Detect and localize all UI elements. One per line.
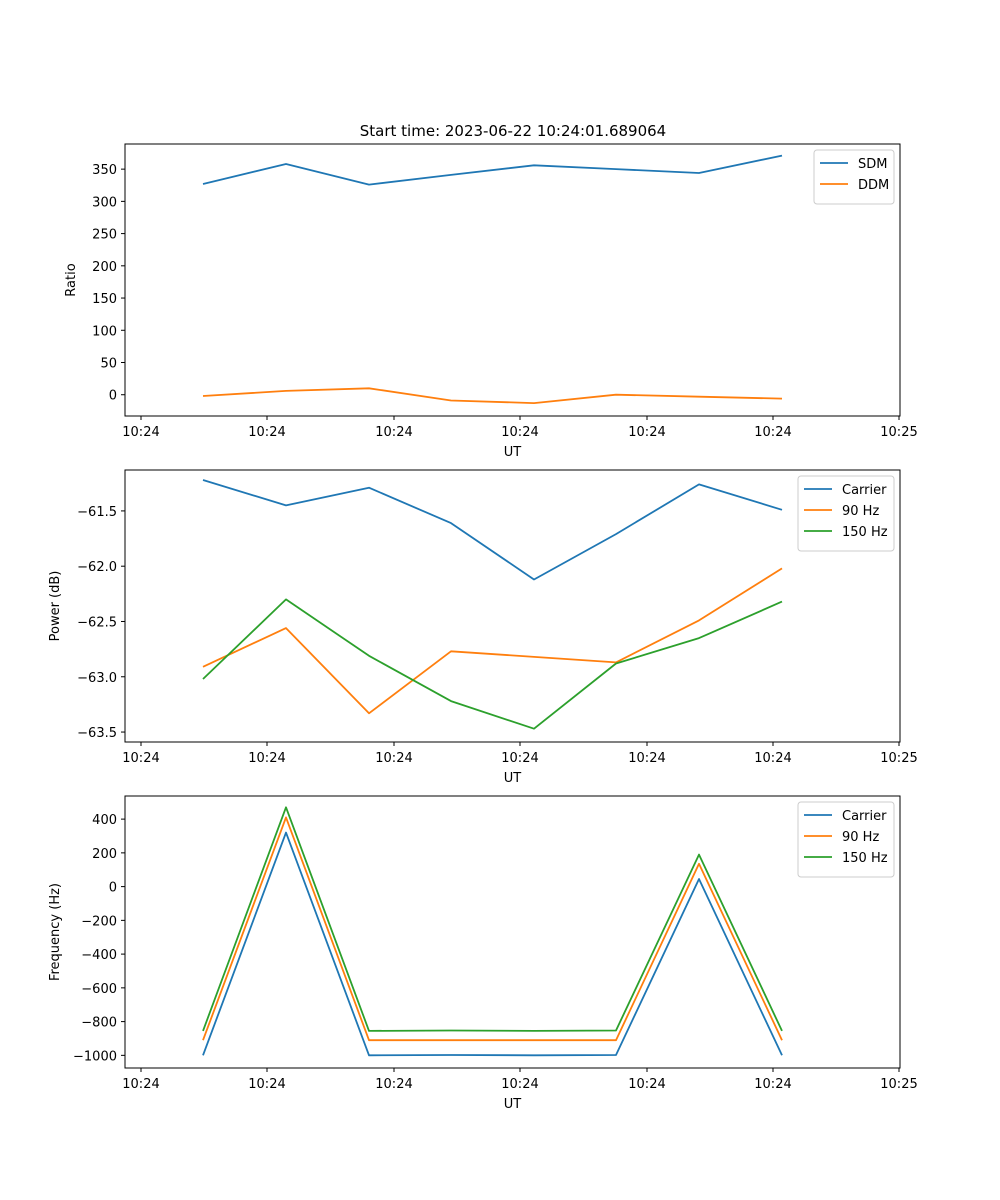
y-tick-label: −200 bbox=[81, 914, 117, 929]
chart-panel-1: 0 50 100 150 200 250 300 350 10:24 10:24 10:24 10:2… bbox=[64, 143, 918, 460]
y-tick-label: 0 bbox=[109, 389, 117, 404]
x-tick-label: 10:24 bbox=[628, 425, 665, 440]
legend-entry-label: SDM bbox=[858, 157, 887, 172]
y-tick-label: 200 bbox=[92, 260, 117, 275]
series-line-ddm bbox=[202, 387, 783, 405]
x-tick-label: 10:24 bbox=[754, 425, 791, 440]
y-tick-label: 200 bbox=[92, 847, 117, 862]
y-tick-label: −600 bbox=[81, 982, 117, 997]
y-tick-label: 50 bbox=[100, 357, 117, 372]
x-axis-label: UT bbox=[504, 1097, 522, 1112]
y-tick-label: 0 bbox=[109, 881, 117, 896]
x-tick-label: 10:24 bbox=[375, 425, 412, 440]
chart-panels: 0 50 100 150 200 250 300 350 10:24 10:24 10:24 10:2… bbox=[48, 143, 918, 1112]
y-tick-label: 350 bbox=[92, 163, 117, 178]
x-tick-label: 10:24 bbox=[628, 751, 665, 766]
x-tick-label: 10:24 bbox=[122, 425, 159, 440]
x-tick-label: 10:24 bbox=[248, 751, 285, 766]
x-tick-label: 10:24 bbox=[754, 1077, 791, 1092]
x-tick-label: 10:24 bbox=[122, 751, 159, 766]
legend-box bbox=[797, 475, 895, 552]
series-line-sdm bbox=[202, 154, 783, 186]
axes-frame bbox=[124, 795, 901, 1069]
series-line-150-hz bbox=[202, 806, 783, 1032]
y-tick-label: −62.0 bbox=[77, 560, 117, 575]
legend: Carrier 90 Hz 150 Hz bbox=[797, 475, 895, 552]
y-axis-label: Power (dB) bbox=[48, 571, 63, 642]
legend-entry-label: 150 Hz bbox=[842, 851, 888, 866]
series-line-150-hz bbox=[202, 598, 783, 730]
legend-entry-label: 150 Hz bbox=[842, 525, 888, 540]
y-tick-label: −400 bbox=[81, 948, 117, 963]
y-tick-label: 100 bbox=[92, 324, 117, 339]
y-tick-label: 300 bbox=[92, 195, 117, 210]
y-axis-label: Frequency (Hz) bbox=[48, 883, 63, 981]
y-tick-label: −800 bbox=[81, 1016, 117, 1031]
y-tick-label: 150 bbox=[92, 292, 117, 307]
y-tick-label: −62.5 bbox=[77, 615, 117, 630]
legend-entry-label: 90 Hz bbox=[842, 504, 879, 519]
y-tick-label: −61.5 bbox=[77, 505, 117, 520]
legend-box bbox=[797, 801, 895, 878]
x-tick-label: 10:25 bbox=[880, 425, 917, 440]
x-axis-label: UT bbox=[504, 771, 522, 786]
x-tick-label: 10:24 bbox=[375, 751, 412, 766]
y-tick-label: 400 bbox=[92, 813, 117, 828]
x-tick-label: 10:25 bbox=[880, 751, 917, 766]
y-axis-label: Ratio bbox=[64, 263, 79, 296]
y-tick-label: −63.0 bbox=[77, 671, 117, 686]
x-tick-label: 10:25 bbox=[880, 1077, 917, 1092]
y-tick-label: −63.5 bbox=[77, 726, 117, 741]
legend: SDM DDM bbox=[813, 149, 895, 205]
legend-entry-label: 90 Hz bbox=[842, 830, 879, 845]
legend-entry-label: Carrier bbox=[842, 809, 887, 824]
chart-panel-2: −63.5 −63.0 −62.5 −62.0 −61.5 10:24 10:24 10:24… bbox=[48, 469, 918, 786]
legend-entry-label: DDM bbox=[858, 178, 889, 193]
y-tick-label: 250 bbox=[92, 228, 117, 243]
series-line-90-hz bbox=[202, 567, 783, 715]
x-tick-label: 10:24 bbox=[501, 1077, 538, 1092]
x-tick-label: 10:24 bbox=[248, 1077, 285, 1092]
chart-panel-3: −1000 −800 −600 −400 −200 0 200 400 10:24 10:24 10… bbox=[48, 795, 918, 1112]
x-axis-label: UT bbox=[504, 445, 522, 460]
x-tick-label: 10:24 bbox=[501, 425, 538, 440]
figure-title: Start time: 2023-06-22 10:24:01.689064 bbox=[360, 122, 666, 140]
x-tick-label: 10:24 bbox=[122, 1077, 159, 1092]
series-line-90-hz bbox=[202, 816, 783, 1042]
x-tick-label: 10:24 bbox=[501, 751, 538, 766]
series-line-carrier bbox=[202, 479, 783, 581]
x-tick-label: 10:24 bbox=[375, 1077, 412, 1092]
legend: Carrier 90 Hz 150 Hz bbox=[797, 801, 895, 878]
x-tick-label: 10:24 bbox=[628, 1077, 665, 1092]
series-line-carrier bbox=[202, 831, 783, 1057]
axes-frame bbox=[124, 469, 901, 743]
y-tick-label: −1000 bbox=[73, 1049, 117, 1064]
x-tick-label: 10:24 bbox=[248, 425, 285, 440]
legend-entry-label: Carrier bbox=[842, 483, 887, 498]
axes-frame bbox=[124, 143, 901, 417]
x-tick-label: 10:24 bbox=[754, 751, 791, 766]
